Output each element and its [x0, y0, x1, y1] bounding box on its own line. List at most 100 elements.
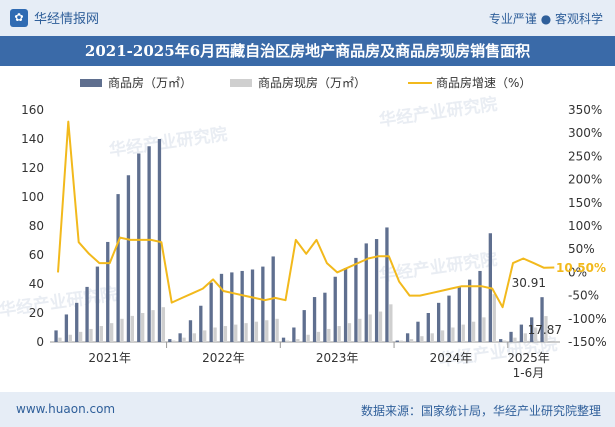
bar-ready-house [451, 327, 455, 342]
bar-commodity [116, 194, 120, 342]
bar-ready-house [99, 326, 103, 342]
y-left-tick-label: 160 [21, 103, 44, 117]
y-right-tick-label: -100% [568, 312, 607, 326]
bar-ready-house [275, 318, 279, 342]
x-tick-label: 2021年 [88, 351, 131, 365]
bar-ready-house [502, 340, 507, 342]
bar-commodity [137, 153, 141, 342]
bar-ready-house [161, 307, 166, 342]
bar-ready-house [182, 337, 186, 342]
brand-logo-icon: ✿ [10, 8, 28, 27]
x-tick-label: 2024年 [430, 351, 473, 365]
bar-commodity [395, 340, 399, 342]
bar-commodity [250, 269, 255, 342]
growth-line-path [57, 120, 555, 309]
bar-ready-house [78, 331, 83, 342]
bar-commodity [75, 302, 79, 342]
bar-ready-house [378, 311, 383, 342]
bar-commodity [147, 146, 151, 342]
y-left-tick-label: 0 [36, 335, 44, 349]
bar-ready-house [234, 324, 238, 342]
data-label-ready-house: 17.87 [528, 323, 562, 337]
bar-ready-house [358, 318, 362, 342]
bar-commodity [499, 339, 503, 342]
bar-commodity [519, 324, 524, 342]
bar-commodity [540, 297, 544, 342]
bar-commodity [509, 331, 513, 342]
y-right-tick-label: 150% [568, 196, 602, 210]
y-left-tick-label: 60 [29, 248, 44, 262]
legend-label: 商品房现房（万㎡） [258, 75, 366, 90]
bar-commodity [178, 333, 182, 342]
bar-ready-house [347, 323, 352, 342]
bar-commodity [385, 227, 389, 342]
bar-commodity [95, 266, 100, 342]
bar-ready-house [58, 337, 62, 342]
bar-ready-house [306, 334, 310, 342]
legend-swatch [230, 79, 252, 87]
bar-commodity [343, 268, 348, 342]
bar-commodity [168, 339, 172, 342]
bar-commodity [323, 292, 327, 342]
bar-ready-house [368, 314, 372, 342]
bar-ready-house [471, 321, 476, 342]
bar-ready-house [130, 315, 134, 342]
legend-label: 商品房（万㎡） [108, 75, 192, 90]
y-right-tick-label: 0% [568, 265, 587, 279]
bar-commodity [85, 286, 89, 342]
bar-commodity [416, 321, 420, 342]
slogan: 专业严谨 ● 客观科学 [488, 12, 603, 26]
bar-ready-house [523, 333, 527, 342]
y-right-tick-label: -150% [568, 335, 607, 349]
bar-commodity [312, 297, 317, 342]
bar-commodity [405, 333, 410, 342]
bar-ready-house [544, 316, 548, 342]
bar-ready-house [244, 323, 248, 342]
bar-commodity [219, 273, 224, 342]
bar-ready-house [296, 339, 300, 342]
bar-ready-house [316, 331, 321, 342]
bar-commodity [302, 310, 306, 342]
legend: 商品房（万㎡） 商品房现房（万㎡） 商品房增速（%） [80, 75, 531, 90]
bar-ready-house [172, 340, 176, 342]
top-bar: ✿ 华经情报网 专业严谨 ● 客观科学 [0, 0, 615, 36]
bar-ready-house [430, 333, 434, 342]
y-right-tick-label: 300% [568, 126, 602, 140]
bar-ready-house [440, 330, 445, 342]
bar-commodity [478, 270, 482, 342]
y-left-tick-label: 140 [21, 132, 44, 146]
bar-ready-house [151, 310, 155, 342]
x-tick-label: 2022年 [202, 351, 245, 365]
brand: ✿ 华经情报网 [10, 8, 99, 27]
bar-commodity [364, 243, 368, 342]
bar-ready-house [110, 323, 114, 342]
bar-ready-house [409, 339, 414, 342]
bar-commodity [292, 327, 296, 342]
bar-commodity [447, 295, 451, 342]
growth-line [57, 120, 555, 309]
bars [54, 139, 548, 342]
bar-ready-house [482, 317, 486, 342]
bar-ready-house [461, 324, 465, 342]
bar-commodity [354, 257, 358, 342]
chart-area: 华经产业研究院 华经产业研究院 华经产业研究院 华经产业研究院 华经产业研究院 商品房（… [0, 66, 615, 392]
bar-commodity [54, 330, 58, 342]
bar-commodity [157, 139, 162, 342]
bar-ready-house [203, 330, 207, 342]
brand-name: 华经情报网 [34, 12, 100, 27]
bar-commodity [64, 314, 69, 342]
bar-commodity [209, 282, 213, 342]
bar-commodity [199, 305, 203, 342]
bar-ready-house [68, 334, 72, 342]
bar-commodity [468, 279, 472, 342]
bar-ready-house [337, 326, 341, 342]
y-left-tick-label: 100 [21, 190, 44, 204]
y-left-tick-label: 120 [21, 161, 44, 175]
footer-site: www.huaon.com [16, 402, 116, 416]
x-tick-label: 2025年 [507, 351, 550, 365]
bar-ready-house [89, 328, 93, 342]
bar-ready-house [213, 327, 217, 342]
bar-ready-house [285, 340, 290, 342]
bar-ready-house [533, 327, 538, 342]
bar-ready-house [399, 340, 403, 342]
